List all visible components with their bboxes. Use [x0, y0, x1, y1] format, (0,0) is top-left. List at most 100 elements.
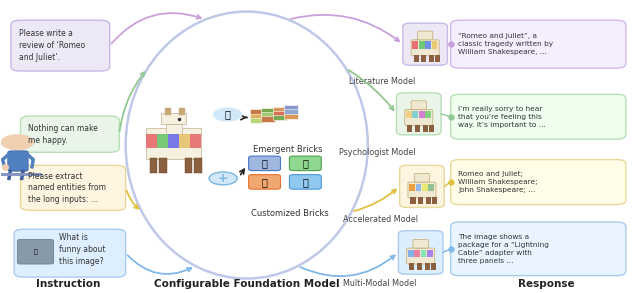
FancyBboxPatch shape	[250, 113, 264, 119]
FancyBboxPatch shape	[250, 109, 264, 115]
Text: Please extract
named entities from
the long inputs: ...: Please extract named entities from the l…	[28, 172, 106, 204]
FancyArrowPatch shape	[355, 190, 396, 211]
FancyBboxPatch shape	[417, 31, 433, 40]
FancyBboxPatch shape	[164, 108, 171, 115]
Circle shape	[214, 108, 242, 121]
FancyBboxPatch shape	[414, 173, 429, 182]
Text: What is
funny about
this image?: What is funny about this image?	[59, 233, 105, 266]
FancyBboxPatch shape	[410, 197, 415, 205]
Text: 🔬: 🔬	[225, 110, 230, 120]
Text: 📷: 📷	[33, 249, 37, 255]
FancyBboxPatch shape	[425, 111, 431, 118]
FancyBboxPatch shape	[250, 118, 264, 123]
FancyBboxPatch shape	[431, 41, 437, 49]
FancyArrowPatch shape	[111, 13, 201, 44]
Text: Response: Response	[518, 279, 575, 289]
FancyBboxPatch shape	[8, 151, 28, 171]
FancyBboxPatch shape	[422, 125, 428, 132]
Text: 🤖: 🤖	[303, 158, 308, 168]
Text: 🖼: 🖼	[303, 177, 308, 187]
FancyBboxPatch shape	[273, 107, 287, 112]
FancyBboxPatch shape	[273, 115, 287, 120]
FancyBboxPatch shape	[403, 23, 447, 65]
FancyBboxPatch shape	[284, 105, 298, 111]
FancyBboxPatch shape	[418, 197, 423, 205]
FancyBboxPatch shape	[435, 55, 440, 62]
FancyBboxPatch shape	[14, 229, 125, 277]
FancyArrowPatch shape	[127, 190, 138, 209]
Text: Literature Model: Literature Model	[349, 77, 415, 86]
FancyBboxPatch shape	[289, 175, 321, 189]
FancyArrowPatch shape	[291, 15, 399, 41]
FancyBboxPatch shape	[159, 158, 167, 173]
FancyBboxPatch shape	[248, 156, 280, 171]
FancyBboxPatch shape	[415, 125, 420, 132]
Text: I’m really sorry to hear
that you’re feeling this
way. It’s important to ...: I’m really sorry to hear that you’re fee…	[458, 106, 546, 128]
Text: Please write a
review of ‘Romeo
and Juliet’.: Please write a review of ‘Romeo and Juli…	[19, 29, 84, 62]
FancyBboxPatch shape	[420, 250, 426, 257]
FancyBboxPatch shape	[396, 93, 441, 135]
Circle shape	[1, 135, 33, 149]
FancyBboxPatch shape	[421, 55, 426, 62]
Text: 🚀: 🚀	[262, 177, 268, 187]
FancyArrowPatch shape	[300, 255, 395, 276]
Text: Customized Bricks: Customized Bricks	[251, 209, 329, 218]
FancyBboxPatch shape	[408, 250, 413, 257]
FancyBboxPatch shape	[413, 239, 428, 248]
FancyArrowPatch shape	[127, 255, 191, 274]
FancyArrowPatch shape	[348, 70, 394, 110]
FancyBboxPatch shape	[261, 116, 275, 122]
FancyBboxPatch shape	[422, 183, 428, 191]
FancyBboxPatch shape	[409, 183, 415, 191]
FancyBboxPatch shape	[398, 231, 443, 274]
FancyBboxPatch shape	[261, 108, 275, 113]
FancyBboxPatch shape	[427, 250, 433, 257]
FancyBboxPatch shape	[189, 134, 200, 148]
FancyBboxPatch shape	[284, 113, 298, 119]
FancyArrowPatch shape	[120, 72, 145, 132]
FancyBboxPatch shape	[431, 263, 436, 270]
FancyBboxPatch shape	[261, 112, 275, 118]
FancyBboxPatch shape	[425, 41, 431, 49]
FancyBboxPatch shape	[408, 182, 436, 198]
Text: Multi-Modal Model: Multi-Modal Model	[342, 279, 416, 287]
Text: Nothing can make
me happy.: Nothing can make me happy.	[28, 124, 98, 144]
FancyBboxPatch shape	[451, 20, 626, 68]
FancyBboxPatch shape	[429, 55, 434, 62]
FancyBboxPatch shape	[179, 108, 185, 115]
FancyBboxPatch shape	[411, 40, 439, 56]
FancyBboxPatch shape	[409, 263, 414, 270]
FancyBboxPatch shape	[406, 248, 435, 264]
Text: The image shows a
package for a “Lightning
Cable” adapter with
three panels ...: The image shows a package for a “Lightni…	[458, 234, 549, 264]
FancyBboxPatch shape	[424, 263, 429, 270]
FancyBboxPatch shape	[426, 197, 431, 205]
FancyBboxPatch shape	[406, 111, 412, 118]
Text: “Romeo and Juliet”, a
classic tragedy written by
William Shakespeare, ...: “Romeo and Juliet”, a classic tragedy wr…	[458, 33, 554, 55]
FancyBboxPatch shape	[20, 165, 125, 210]
Text: Psychologist Model: Psychologist Model	[339, 148, 415, 157]
Text: Accelerated Model: Accelerated Model	[343, 215, 418, 224]
FancyBboxPatch shape	[20, 116, 119, 152]
FancyBboxPatch shape	[168, 134, 179, 148]
FancyBboxPatch shape	[184, 158, 192, 173]
FancyBboxPatch shape	[451, 222, 626, 276]
FancyBboxPatch shape	[412, 111, 418, 118]
FancyBboxPatch shape	[428, 183, 434, 191]
FancyBboxPatch shape	[412, 41, 418, 49]
FancyBboxPatch shape	[451, 160, 626, 205]
FancyBboxPatch shape	[419, 41, 424, 49]
FancyBboxPatch shape	[289, 156, 321, 171]
FancyBboxPatch shape	[273, 111, 287, 116]
Circle shape	[209, 172, 237, 185]
FancyBboxPatch shape	[166, 125, 182, 140]
FancyBboxPatch shape	[419, 111, 424, 118]
Text: Configurable Foundation Model: Configurable Foundation Model	[154, 279, 340, 289]
Text: Romeo and Juliet;
William Shakespeare;
John Shakespeare; ...: Romeo and Juliet; William Shakespeare; J…	[458, 171, 538, 193]
FancyBboxPatch shape	[179, 134, 189, 148]
FancyBboxPatch shape	[17, 239, 54, 264]
FancyBboxPatch shape	[429, 125, 434, 132]
FancyBboxPatch shape	[415, 183, 421, 191]
FancyBboxPatch shape	[404, 110, 433, 125]
FancyBboxPatch shape	[399, 165, 444, 207]
Text: Instruction: Instruction	[36, 279, 100, 289]
